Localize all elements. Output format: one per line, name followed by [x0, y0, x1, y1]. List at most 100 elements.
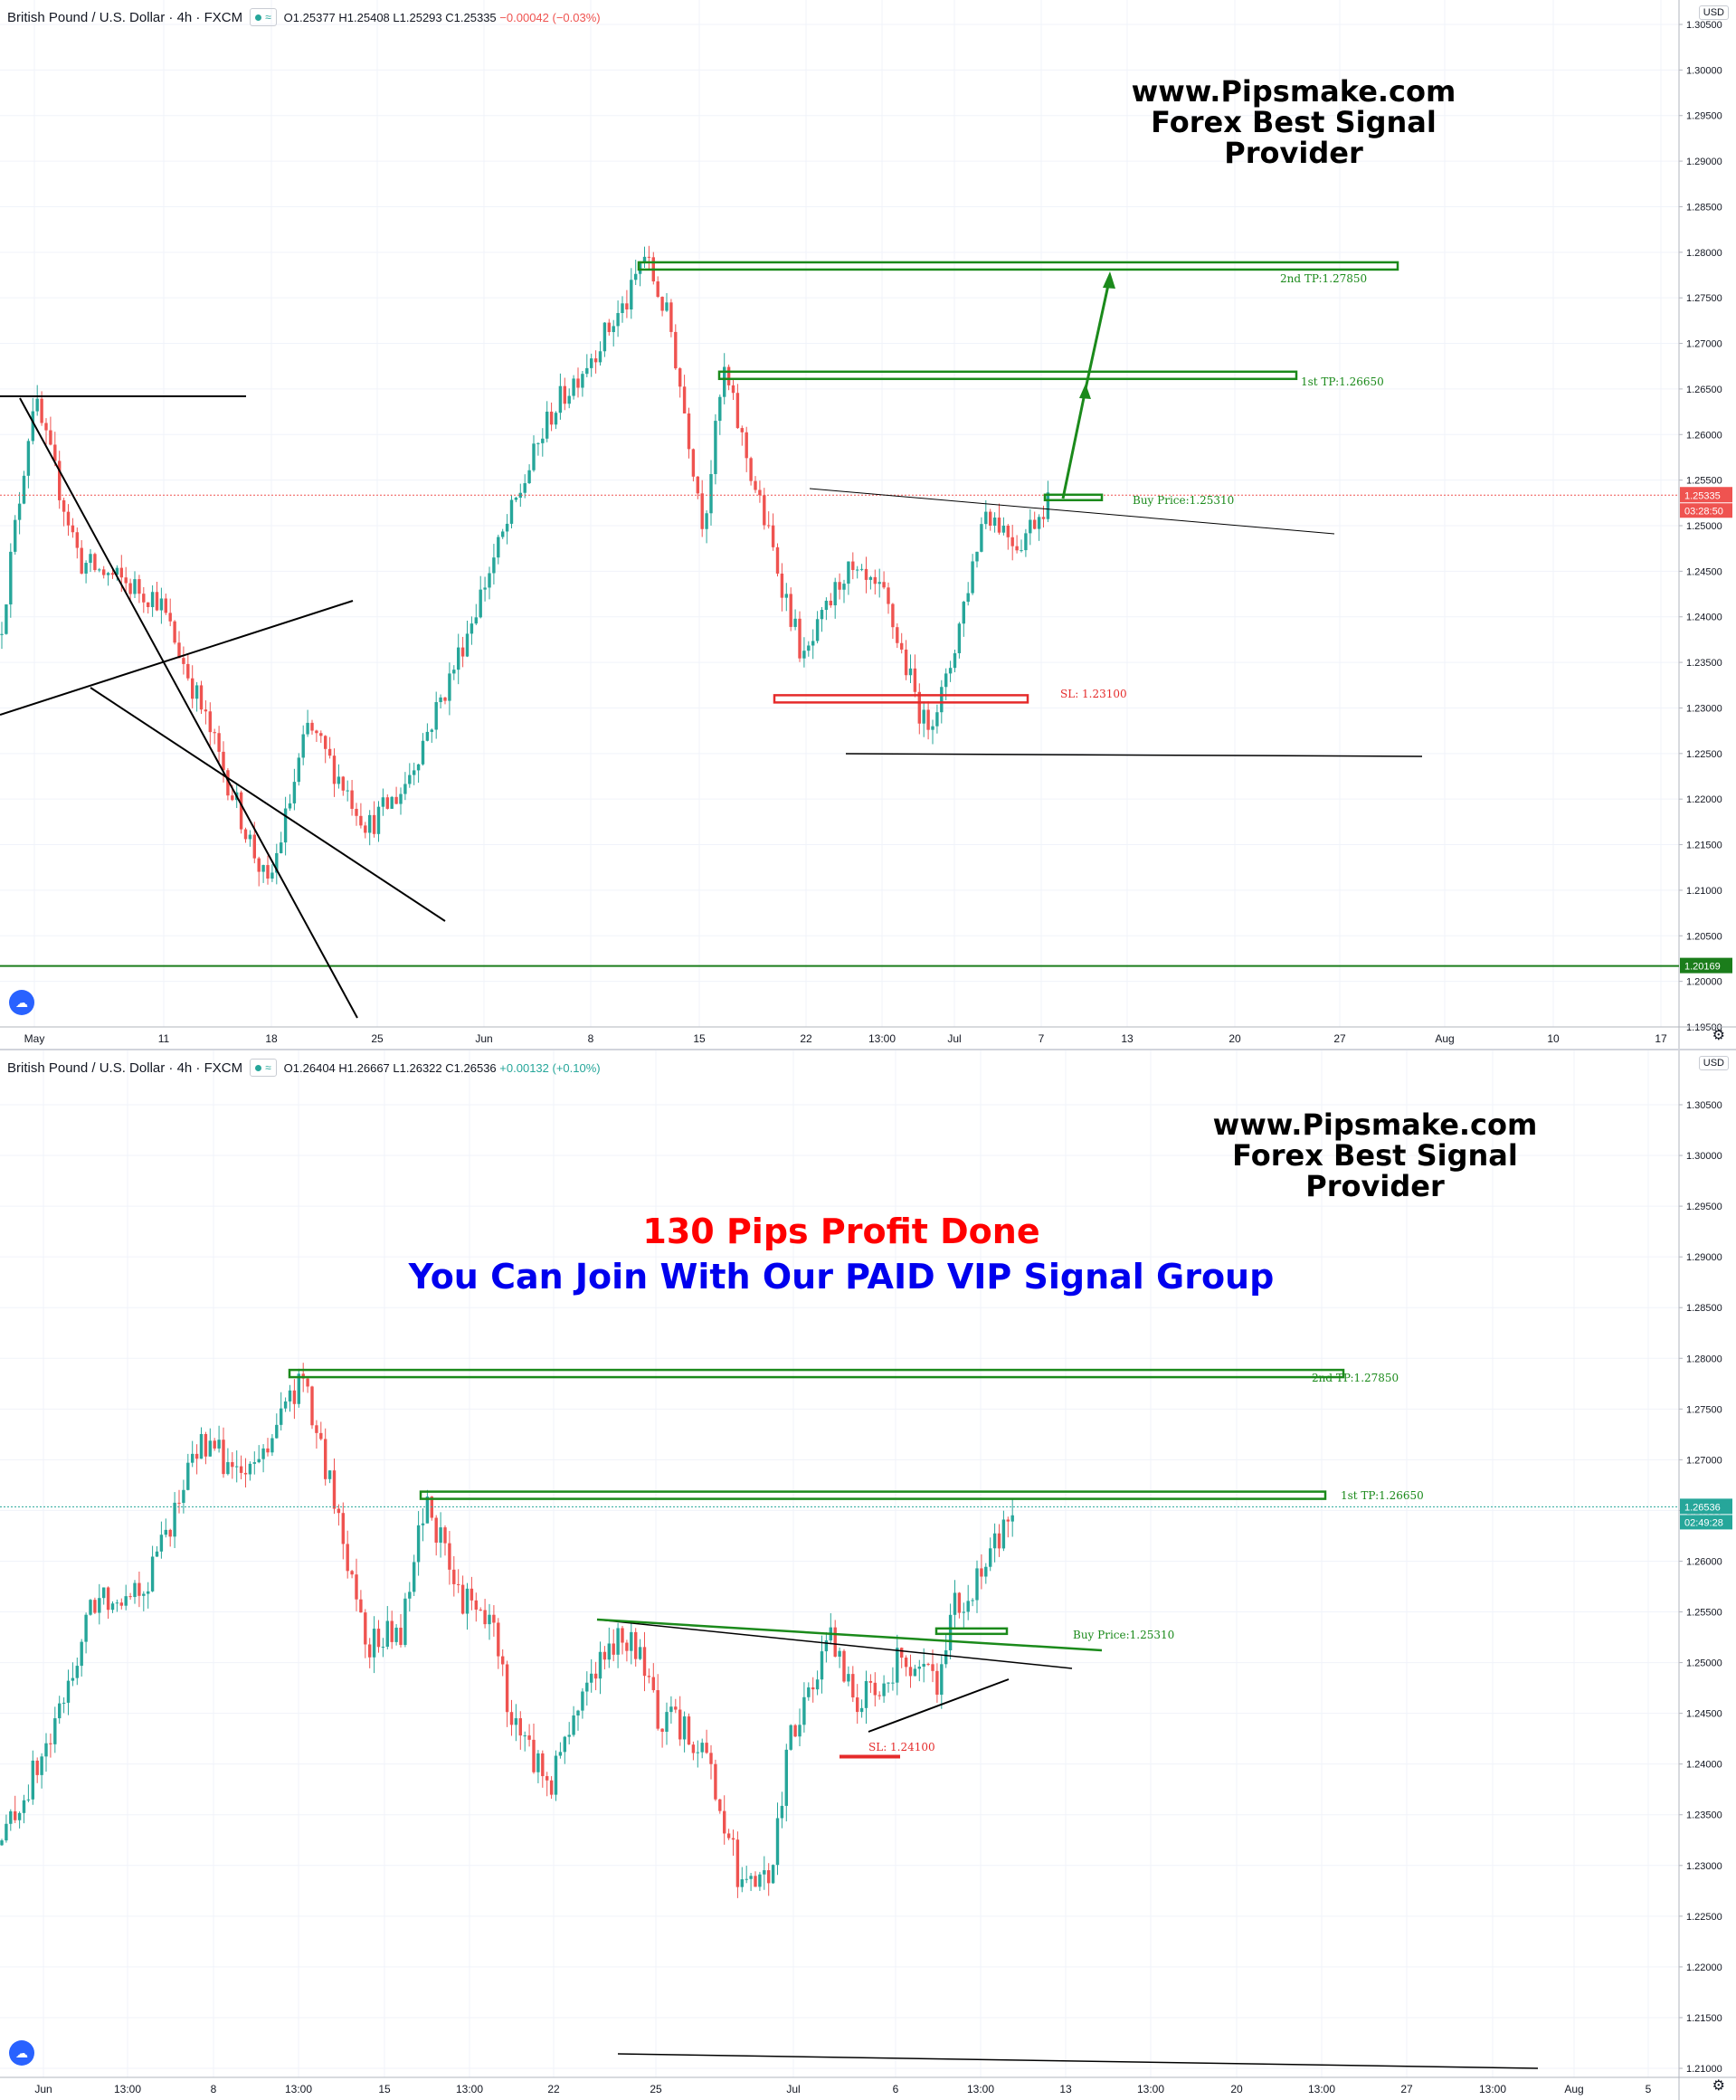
candle-bull — [665, 1712, 669, 1732]
candle-bear — [896, 627, 899, 643]
ohlc-low: L1.25293 — [393, 10, 442, 24]
candle-bull — [638, 1647, 642, 1659]
candle-bull — [802, 651, 806, 659]
market-status-badge[interactable]: ≈ — [250, 8, 277, 26]
candle-bear — [908, 1667, 913, 1677]
candle-bear — [49, 430, 52, 445]
time-tick-label: 13 — [1121, 1032, 1134, 1045]
candle-bear — [775, 546, 780, 574]
candle-bear — [177, 1502, 181, 1504]
candle-bear — [443, 1527, 447, 1544]
candle-bear — [66, 511, 71, 526]
candle-bear — [319, 733, 323, 736]
candle-bull — [576, 1710, 580, 1715]
symbol-title[interactable]: British Pound / U.S. Dollar · 4h · FXCM — [7, 1060, 243, 1076]
market-status-badge[interactable]: ≈ — [250, 1059, 277, 1077]
candle-bear — [452, 1569, 456, 1584]
tradingview-logo-icon[interactable]: ☁ — [9, 2040, 34, 2066]
candle-bull — [718, 396, 722, 422]
candle-bear — [257, 858, 261, 872]
chart-panel-top: 1.30500 1.30000 1.29500 1.29000 1.28500 1.280… — [0, 0, 1736, 1050]
price-tick-label: 1.29000 — [1686, 157, 1722, 167]
candle-bear — [239, 792, 243, 830]
candle-bull — [248, 834, 252, 840]
tp2-label: 2nd TP:1.27850 — [1312, 1372, 1399, 1384]
candle-bear — [700, 493, 704, 529]
candle-bull — [714, 421, 717, 474]
candle-bull — [616, 312, 620, 327]
price-tick-label: 1.29500 — [1686, 1202, 1722, 1212]
time-tick-label: 13:00 — [456, 2083, 483, 2095]
candle-bear — [35, 1760, 39, 1775]
candle-bull — [824, 600, 829, 611]
candle-bull — [71, 1677, 75, 1681]
candle-bear — [168, 613, 172, 622]
candle-bear — [651, 1677, 655, 1691]
symbol-title[interactable]: British Pound / U.S. Dollar · 4h · FXCM — [7, 9, 243, 25]
candle-bull — [470, 623, 474, 634]
candle-bull — [775, 1818, 780, 1866]
currency-button[interactable]: USD — [1698, 1056, 1729, 1070]
candle-bear — [327, 748, 332, 756]
candle-bull — [66, 1680, 71, 1703]
chart-canvas-bottom[interactable]: 1.30500 1.30000 1.29500 1.29000 1.28500 1.280… — [0, 1050, 1736, 2100]
candle-bull — [89, 554, 92, 564]
candle-bear — [128, 583, 132, 594]
candle-bull — [630, 1631, 633, 1651]
candle-bull — [452, 670, 456, 674]
candle-bull — [465, 1588, 470, 1614]
time-tick-label: Aug — [1435, 1032, 1454, 1045]
candle-bull — [439, 697, 442, 703]
candle-bear — [691, 449, 696, 477]
candle-bear — [882, 582, 886, 588]
trend-line — [868, 1678, 1010, 1733]
candle-bull — [381, 797, 385, 807]
trend-line — [809, 488, 1335, 535]
tradingview-logo-icon[interactable]: ☁ — [9, 990, 34, 1015]
sl-label: SL: 1.23100 — [1060, 688, 1127, 700]
candle-bull — [962, 602, 965, 624]
candle-bear — [372, 814, 376, 834]
time-tick-label: 13:00 — [114, 2083, 141, 2095]
candle-bear — [731, 385, 735, 394]
price-tick-label: 1.30500 — [1686, 1100, 1722, 1111]
time-tick-label: 7 — [1039, 1032, 1045, 1045]
price-tick-label: 1.22000 — [1686, 794, 1722, 805]
candle-bear — [319, 1432, 323, 1440]
price-tick-label: 1.24500 — [1686, 1709, 1722, 1720]
candle-bear — [243, 829, 248, 840]
buy-zone — [934, 1627, 1009, 1636]
candle-bear — [957, 1592, 962, 1613]
candle-bull — [833, 582, 837, 606]
price-tick-label: 1.28000 — [1686, 248, 1722, 259]
candle-bear — [851, 1674, 855, 1698]
candle-bull — [581, 1691, 584, 1711]
chart-canvas-top[interactable]: 1.30500 1.30000 1.29500 1.29000 1.28500 1.280… — [0, 0, 1736, 1050]
candle-bull — [376, 806, 381, 834]
candle-bull — [669, 1706, 673, 1713]
candle-bull — [940, 1664, 944, 1696]
price-tick-label: 1.30000 — [1686, 1151, 1722, 1162]
candle-bear — [217, 733, 221, 752]
candle-bear — [147, 602, 150, 607]
settings-gear-icon[interactable]: ⚙ — [1712, 2078, 1725, 2094]
candle-bear — [14, 1810, 17, 1820]
candle-bear — [231, 795, 234, 801]
currency-button[interactable]: USD — [1698, 5, 1729, 20]
candle-bull — [984, 1566, 988, 1577]
candle-bear — [364, 825, 367, 833]
candle-bear — [931, 1664, 934, 1671]
settings-gear-icon[interactable]: ⚙ — [1712, 1028, 1725, 1043]
time-tick-label: 8 — [211, 2083, 217, 2095]
candle-bull — [53, 1718, 57, 1744]
candle-bear — [873, 576, 877, 584]
candle-bull — [665, 302, 669, 311]
candle-bull — [1010, 1515, 1014, 1522]
price-tick-label: 1.23500 — [1686, 658, 1722, 669]
candle-bull — [532, 443, 536, 470]
tp1-label: 1st TP:1.26650 — [1341, 1489, 1424, 1502]
last-price-label: 1.26536 — [1684, 1502, 1721, 1513]
candle-bear — [501, 1656, 505, 1665]
candle-bear — [891, 603, 895, 628]
candle-bear — [182, 658, 185, 664]
